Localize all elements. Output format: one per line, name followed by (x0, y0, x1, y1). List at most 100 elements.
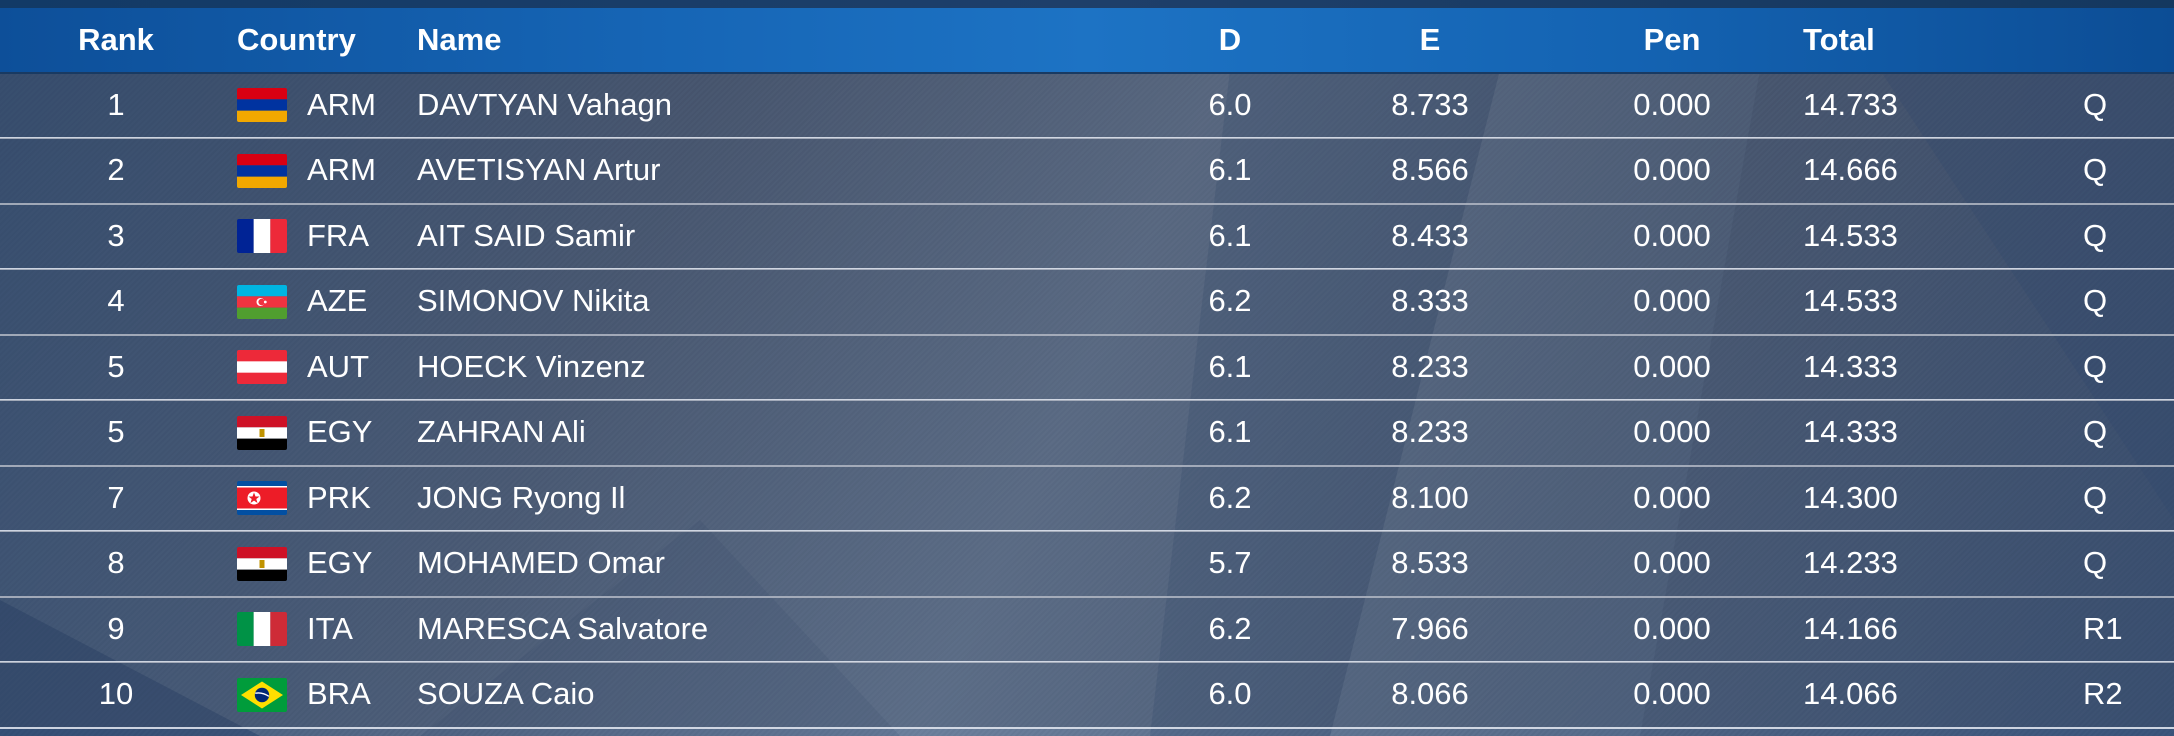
total-score-cell: 14.533 (1803, 283, 1898, 318)
table-row[interactable]: 7 PRK JONG Ryong Il 6.2 8.100 0.000 14.300 Q (0, 465, 2174, 532)
total-score-cell: 14.233 (1803, 545, 1898, 580)
e-score-cell: 8.433 (1391, 217, 1469, 253)
penalty-cell: 0.000 (1633, 152, 1711, 187)
athlete-name-cell[interactable]: JONG Ryong Il (417, 479, 626, 515)
armenia-flag-icon (237, 153, 287, 188)
country-code-cell: AZE (307, 283, 368, 318)
qualification-status-cell: Q (2083, 152, 2108, 187)
penalty-cell: 0.000 (1633, 86, 1711, 122)
country-code-cell: PRK (307, 479, 371, 515)
d-score-cell: 6.0 (1208, 676, 1252, 711)
qualification-status-cell: Q (2083, 348, 2108, 384)
athlete-name-cell[interactable]: SOUZA Caio (417, 676, 595, 711)
rank-cell: 4 (107, 283, 125, 318)
penalty-cell: 0.000 (1633, 414, 1711, 449)
total-score-cell: 14.666 (1803, 152, 1898, 187)
e-score-cell: 8.100 (1391, 479, 1469, 515)
rank-cell: 8 (107, 545, 125, 580)
athlete-name-cell[interactable]: HOECK Vinzenz (417, 348, 646, 384)
col-header-e[interactable]: E (1419, 22, 1441, 57)
france-flag-icon (237, 219, 287, 253)
e-score-cell: 8.066 (1391, 676, 1469, 711)
top-strip (0, 0, 2174, 8)
country-code-cell: EGY (307, 414, 373, 449)
austria-flag-icon (237, 350, 287, 384)
qualification-status-cell: Q (2083, 545, 2108, 580)
rank-cell: 7 (107, 479, 125, 515)
athlete-name-cell[interactable]: MARESCA Salvatore (417, 610, 709, 646)
qualification-status-cell: Q (2083, 414, 2108, 449)
e-score-cell: 7.966 (1391, 610, 1469, 646)
col-header-d[interactable]: D (1218, 22, 1242, 57)
italy-flag-icon (237, 612, 287, 646)
total-score-cell: 14.066 (1803, 676, 1898, 711)
d-score-cell: 6.2 (1208, 283, 1252, 318)
col-header-pen[interactable]: Pen (1643, 22, 1701, 57)
col-header-rank[interactable]: Rank (78, 22, 154, 57)
table-row[interactable]: 10 BRA SOUZA Caio 6.0 8.066 0.000 14.066 R2 (0, 661, 2174, 729)
col-header-name[interactable]: Name (417, 22, 502, 57)
north-korea-flag-icon (237, 481, 287, 515)
table-row[interactable]: 9 ITA MARESCA Salvatore 6.2 7.966 0.000 14.166… (0, 596, 2174, 663)
qualification-status-cell: Q (2083, 86, 2108, 122)
d-score-cell: 6.1 (1208, 217, 1252, 253)
table-row[interactable]: 5 EGY ZAHRAN Ali 6.1 8.233 0.000 14.333 Q (0, 399, 2174, 467)
table-row[interactable]: 3 FRA AIT SAID Samir 6.1 8.433 0.000 14.533 Q (0, 203, 2174, 270)
total-score-cell: 14.333 (1803, 414, 1898, 449)
d-score-cell: 6.0 (1208, 86, 1252, 122)
rank-cell: 3 (107, 217, 125, 253)
col-header-country[interactable]: Country (237, 22, 356, 57)
penalty-cell: 0.000 (1633, 545, 1711, 580)
d-score-cell: 5.7 (1208, 545, 1252, 580)
athlete-name-cell[interactable]: AVETISYAN Artur (417, 152, 661, 187)
athlete-name-cell[interactable]: SIMONOV Nikita (417, 283, 650, 318)
total-score-cell: 14.733 (1803, 86, 1898, 122)
qualification-status-cell: Q (2083, 479, 2108, 515)
rank-cell: 5 (107, 348, 125, 384)
table-row[interactable]: 1 ARM DAVTYAN Vahagn 6.0 8.733 0.000 14.733 Q (0, 72, 2174, 139)
e-score-cell: 8.333 (1391, 283, 1469, 318)
penalty-cell: 0.000 (1633, 348, 1711, 384)
e-score-cell: 8.233 (1391, 414, 1469, 449)
penalty-cell: 0.000 (1633, 610, 1711, 646)
egypt-flag-icon (237, 546, 287, 581)
athlete-name-cell[interactable]: AIT SAID Samir (417, 217, 636, 253)
e-score-cell: 8.566 (1391, 152, 1469, 187)
table-row[interactable]: 4 AZE SIMONOV Nikita 6.2 8.333 0.000 14.533 Q (0, 268, 2174, 336)
athlete-name-cell[interactable]: ZAHRAN Ali (417, 414, 586, 449)
d-score-cell: 6.2 (1208, 610, 1252, 646)
rank-cell: 9 (107, 610, 125, 646)
rank-cell: 5 (107, 414, 125, 449)
d-score-cell: 6.1 (1208, 414, 1252, 449)
total-score-cell: 14.300 (1803, 479, 1898, 515)
total-score-cell: 14.533 (1803, 217, 1898, 253)
qualification-status-cell: R2 (2083, 676, 2123, 711)
country-code-cell: ITA (307, 610, 353, 646)
athlete-name-cell[interactable]: DAVTYAN Vahagn (417, 86, 673, 122)
table-row[interactable]: 8 EGY MOHAMED Omar 5.7 8.533 0.000 14.233 Q (0, 530, 2174, 598)
d-score-cell: 6.1 (1208, 348, 1252, 384)
d-score-cell: 6.1 (1208, 152, 1252, 187)
country-code-cell: EGY (307, 545, 373, 580)
rank-cell: 10 (98, 676, 134, 711)
qualification-status-cell: Q (2083, 217, 2108, 253)
country-code-cell: ARM (307, 86, 376, 122)
table-row[interactable]: 2 ARM AVETISYAN Artur 6.1 8.566 0.000 14.666 Q (0, 137, 2174, 205)
rank-cell: 2 (107, 152, 125, 187)
penalty-cell: 0.000 (1633, 283, 1711, 318)
rank-cell: 1 (107, 86, 125, 122)
country-code-cell: ARM (307, 152, 376, 187)
penalty-cell: 0.000 (1633, 217, 1711, 253)
e-score-cell: 8.733 (1391, 86, 1469, 122)
country-code-cell: AUT (307, 348, 369, 384)
d-score-cell: 6.2 (1208, 479, 1252, 515)
country-code-cell: FRA (307, 217, 369, 253)
e-score-cell: 8.533 (1391, 545, 1469, 580)
e-score-cell: 8.233 (1391, 348, 1469, 384)
egypt-flag-icon (237, 415, 287, 450)
col-header-total[interactable]: Total (1803, 22, 1875, 57)
azerbaijan-flag-icon (237, 284, 287, 319)
table-row[interactable]: 5 AUT HOECK Vinzenz 6.1 8.233 0.000 14.333 Q (0, 334, 2174, 401)
athlete-name-cell[interactable]: MOHAMED Omar (417, 545, 665, 580)
